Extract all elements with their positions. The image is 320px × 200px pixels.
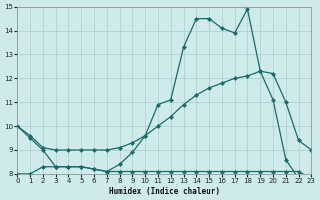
X-axis label: Humidex (Indice chaleur): Humidex (Indice chaleur) [109, 187, 220, 196]
